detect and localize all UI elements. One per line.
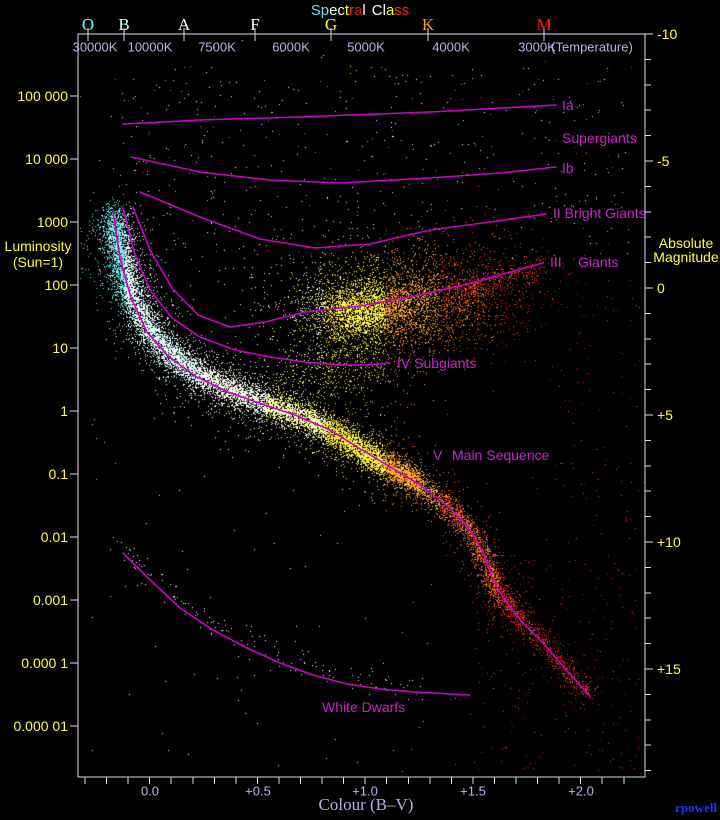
chart-title-letter-7: l [362,2,366,19]
spectral-class-o: O [81,15,95,34]
curve-white-dwarfs [122,552,471,696]
curve-ia [122,104,557,125]
right-axis-title-line-2: Magnitude [653,249,719,265]
temperature-label-10000k: 10000K [127,39,173,55]
spectral-class-m: M [536,15,552,34]
bottom-axis-title: Colour (B–V) [318,795,414,814]
bottom-axis-tick-0-0: 0.0 [140,783,160,799]
right-axis-tick-10: +10 [657,534,681,550]
temperature-label-6000k: 6000K [272,39,310,55]
left-axis-tick-10-000: 10 000 [25,151,68,167]
curve-ib [130,156,557,184]
left-axis-tick-0-000-1: 0.000 1 [21,655,68,671]
curve-iv [122,207,391,366]
chart-title-letter-11: a [385,2,395,19]
spectral-class-b: B [118,15,130,34]
class-label-white-dwarfs: White Dwarfs [322,699,406,715]
bottom-axis-tick-1-0: +1.0 [352,783,378,799]
left-axis-tick-100-000: 100 000 [17,88,68,104]
bottom-axis-tick-0-5: +0.5 [245,783,271,799]
right-axis-tick-15: +15 [657,661,681,677]
left-axis-tick-100: 100 [44,277,68,293]
chart-title: Spectral Class [0,2,720,19]
spectral-class-k: K [421,15,435,34]
bottom-axis-tick-1-5: +1.5 [460,783,486,799]
class-label-ib: Ib [562,160,574,176]
left-axis-tick-0-01: 0.01 [40,529,68,545]
left-axis-tick-1000: 1000 [36,214,68,230]
chart-title-letter-2: e [329,2,338,19]
right-axis-title-line-1: Absolute [658,235,714,251]
curve-v [112,211,591,697]
class-label-ia: Ia [562,97,574,113]
chart-title-letter-0: S [310,2,321,19]
bottom-axis-tick-2-0: +2.0 [568,783,594,799]
chart-title-letter-3: c [337,2,345,19]
chart-title-letter-5: r [349,2,355,19]
left-axis-tick-0-1: 0.1 [48,466,68,482]
class-label-iii: III [550,254,562,270]
right-axis-tick-5: -5 [657,153,670,169]
spectral-class-f: F [250,15,260,34]
temperature-label-3000k: 3000K [518,39,556,55]
right-axis-tick-5: +5 [657,407,673,423]
right-axis-tick-0: 0 [657,280,665,296]
chart-title-letter-12: s [394,2,402,19]
left-axis-tick-0-001: 0.001 [32,592,68,608]
left-axis-tick-10: 10 [52,340,68,356]
class-label-giants: Giants [578,254,619,270]
temperature-label-7500k: 7500K [198,39,236,55]
chart-title-letter-10: l [382,2,386,19]
right-axis-tick-10: -10 [657,26,678,42]
chart-title-letter-1: p [320,2,330,19]
left-axis-tick-0-000-01: 0.000 01 [13,718,69,734]
temperature-label-5000k: 5000K [347,39,385,55]
class-label-supergiants: Supergiants [562,130,637,146]
spectral-class-a: A [177,15,191,34]
curve-ii [139,191,547,249]
class-label-ii-bright-giants: II Bright Giants [553,205,646,221]
left-axis-tick-1: 1 [60,403,68,419]
credit-text: rpowell [675,800,717,815]
temperature-label-30000k: 30000K [72,39,118,55]
chart-title-letter-9: C [371,2,383,19]
chart-title-letter-4: t [344,2,350,19]
class-label-main-sequence: Main Sequence [452,447,550,463]
left-axis-title-line-1: Luminosity [4,238,72,254]
temperature-label-4000k: 4000K [432,39,470,55]
spectral-class-g: G [324,15,338,34]
temperature-label-temperature: (Temperature) [551,39,633,55]
class-label-v: V [433,447,443,463]
curve-iii [132,206,544,328]
left-axis-title-line-2: (Sun=1) [12,254,64,270]
chart-title-letter-6: a [354,2,363,19]
chart-title-letter-13: s [401,2,410,19]
class-label-iv-subgiants: IV Subgiants [397,355,477,371]
